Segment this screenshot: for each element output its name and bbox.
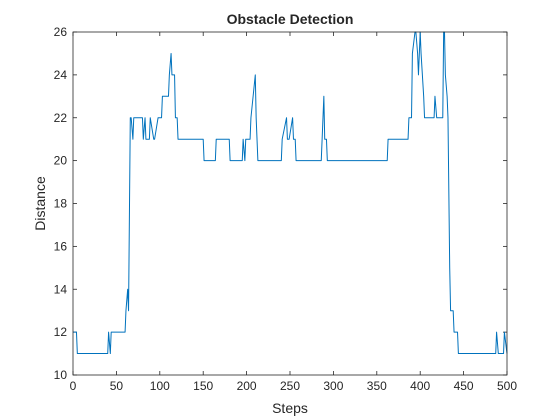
axes-box xyxy=(72,31,508,376)
x-tick-label: 300 xyxy=(323,379,343,393)
x-tick-label: 250 xyxy=(280,379,300,393)
x-tick-label: 450 xyxy=(454,379,474,393)
y-axis-label: Distance xyxy=(32,176,48,231)
y-tick-label: 22 xyxy=(54,111,68,125)
chart-title: Obstacle Detection xyxy=(227,11,354,27)
y-tick-label: 14 xyxy=(54,282,68,296)
tick-labels: 0 50 100 150 200 250 300 350 400 450 500 10 12 14 16 18… xyxy=(54,25,518,393)
x-tick-label: 50 xyxy=(110,379,124,393)
y-tick-label: 18 xyxy=(54,197,68,211)
x-tick-label: 400 xyxy=(410,379,430,393)
y-tick-label: 26 xyxy=(54,25,68,39)
x-tick-label: 100 xyxy=(150,379,170,393)
y-tick-label: 24 xyxy=(54,68,68,82)
y-tick-label: 10 xyxy=(54,368,68,382)
y-tick-label: 20 xyxy=(54,154,68,168)
x-tick-label: 500 xyxy=(497,379,517,393)
plot-area xyxy=(73,32,507,375)
y-tick-label: 16 xyxy=(54,239,68,253)
y-tick-label: 12 xyxy=(54,325,68,339)
x-tick-label: 150 xyxy=(193,379,213,393)
x-tick-label: 0 xyxy=(70,379,77,393)
x-tick-label: 200 xyxy=(237,379,257,393)
x-axis-label: Steps xyxy=(272,400,308,416)
x-tick-label: 350 xyxy=(367,379,387,393)
